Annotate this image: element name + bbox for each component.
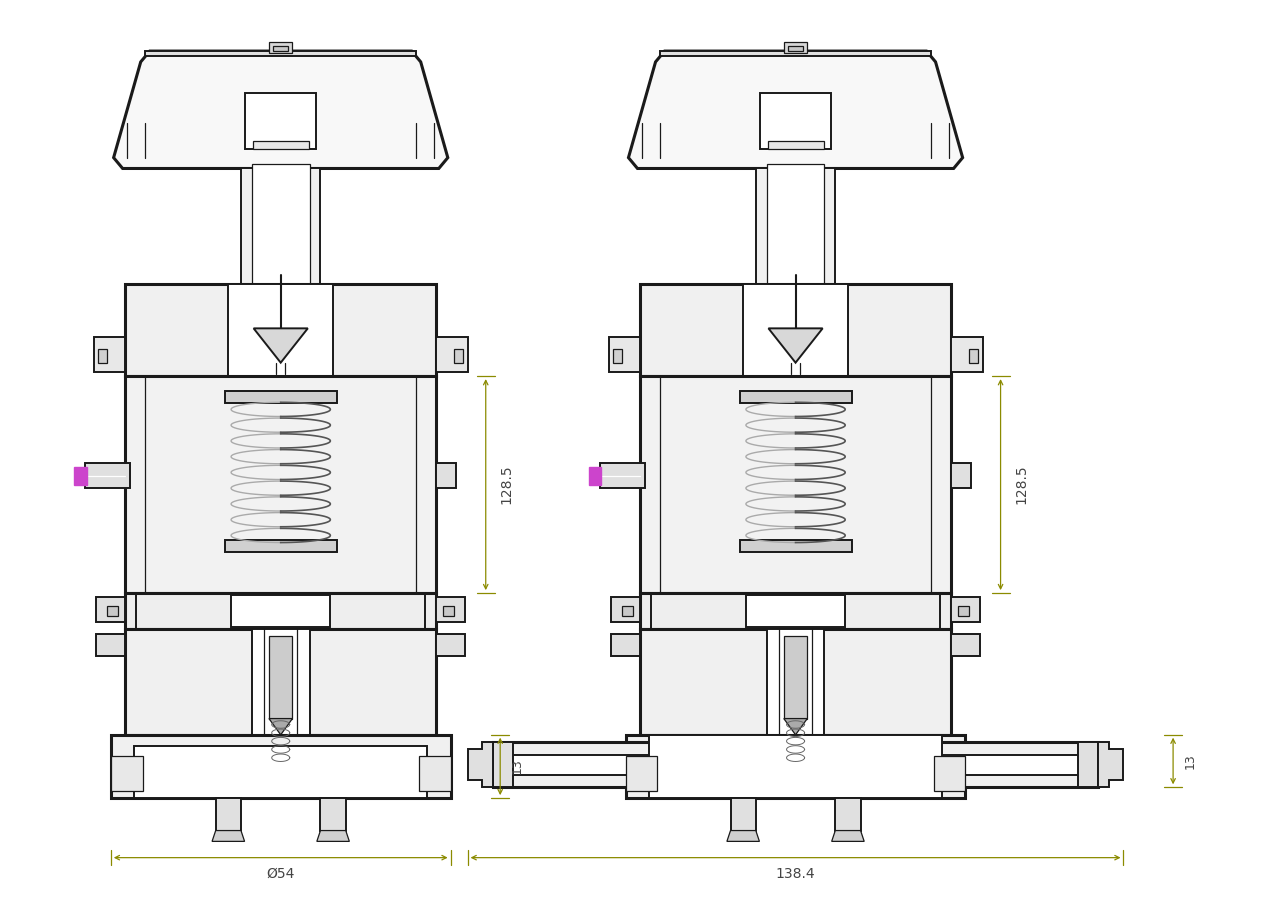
Polygon shape [641, 284, 951, 376]
Polygon shape [252, 164, 309, 289]
Polygon shape [268, 718, 293, 735]
Text: 13: 13 [1184, 753, 1197, 769]
Polygon shape [727, 831, 759, 842]
Polygon shape [229, 284, 333, 376]
Polygon shape [767, 629, 824, 735]
Polygon shape [317, 831, 349, 842]
Polygon shape [126, 629, 437, 735]
Polygon shape [231, 595, 330, 627]
Polygon shape [832, 831, 864, 842]
Polygon shape [99, 349, 108, 362]
Polygon shape [1098, 742, 1124, 787]
Polygon shape [94, 337, 126, 371]
Polygon shape [628, 51, 963, 169]
Polygon shape [836, 798, 860, 831]
Polygon shape [126, 376, 437, 593]
Polygon shape [216, 798, 241, 831]
Polygon shape [225, 540, 336, 553]
Polygon shape [437, 337, 467, 371]
Polygon shape [740, 390, 851, 403]
Polygon shape [588, 467, 601, 485]
Polygon shape [731, 798, 756, 831]
Polygon shape [268, 636, 293, 718]
Polygon shape [252, 629, 309, 735]
Polygon shape [96, 597, 126, 622]
Polygon shape [783, 718, 808, 735]
Polygon shape [746, 595, 845, 627]
Polygon shape [96, 633, 126, 656]
Polygon shape [756, 169, 836, 289]
Polygon shape [611, 633, 641, 656]
Polygon shape [510, 755, 1082, 775]
Polygon shape [85, 463, 130, 488]
Polygon shape [951, 337, 982, 371]
Polygon shape [455, 349, 464, 362]
Polygon shape [768, 141, 823, 149]
Polygon shape [419, 757, 451, 791]
Text: 128.5: 128.5 [499, 465, 514, 505]
Polygon shape [623, 605, 633, 616]
Polygon shape [660, 51, 931, 56]
Polygon shape [110, 735, 451, 798]
Polygon shape [625, 757, 657, 791]
Polygon shape [245, 92, 316, 149]
Polygon shape [145, 51, 416, 56]
Polygon shape [126, 593, 437, 629]
Polygon shape [958, 605, 969, 616]
Polygon shape [467, 742, 493, 787]
Polygon shape [225, 390, 336, 403]
Polygon shape [268, 42, 293, 53]
Polygon shape [768, 328, 823, 362]
Polygon shape [933, 757, 966, 791]
Polygon shape [951, 597, 980, 622]
Polygon shape [641, 593, 951, 629]
Polygon shape [253, 141, 308, 149]
Polygon shape [612, 349, 623, 362]
Polygon shape [641, 376, 951, 593]
Polygon shape [783, 42, 808, 53]
Text: 13: 13 [511, 758, 524, 775]
Polygon shape [108, 605, 118, 616]
Polygon shape [740, 540, 851, 553]
Polygon shape [951, 633, 980, 656]
Polygon shape [443, 605, 455, 616]
Polygon shape [273, 45, 288, 51]
Polygon shape [760, 92, 831, 149]
Polygon shape [254, 328, 308, 362]
Polygon shape [625, 735, 966, 798]
Text: 128.5: 128.5 [1014, 465, 1028, 505]
Polygon shape [493, 742, 512, 787]
Polygon shape [743, 284, 847, 376]
Polygon shape [641, 629, 951, 735]
Polygon shape [212, 831, 244, 842]
Polygon shape [493, 742, 1098, 787]
Polygon shape [126, 284, 437, 376]
Polygon shape [110, 757, 143, 791]
Polygon shape [1079, 742, 1098, 787]
Polygon shape [969, 349, 978, 362]
Polygon shape [437, 633, 465, 656]
Polygon shape [600, 463, 645, 488]
Polygon shape [609, 337, 641, 371]
Polygon shape [437, 463, 456, 488]
Polygon shape [767, 164, 824, 289]
Polygon shape [135, 746, 428, 798]
Polygon shape [113, 51, 448, 169]
Polygon shape [74, 467, 86, 485]
Polygon shape [951, 463, 971, 488]
Polygon shape [611, 597, 641, 622]
Polygon shape [650, 735, 942, 798]
Polygon shape [783, 636, 808, 718]
Polygon shape [437, 597, 465, 622]
Text: 138.4: 138.4 [776, 866, 815, 881]
Polygon shape [788, 45, 802, 51]
Text: Ø54: Ø54 [267, 866, 295, 881]
Polygon shape [241, 169, 321, 289]
Polygon shape [321, 798, 345, 831]
